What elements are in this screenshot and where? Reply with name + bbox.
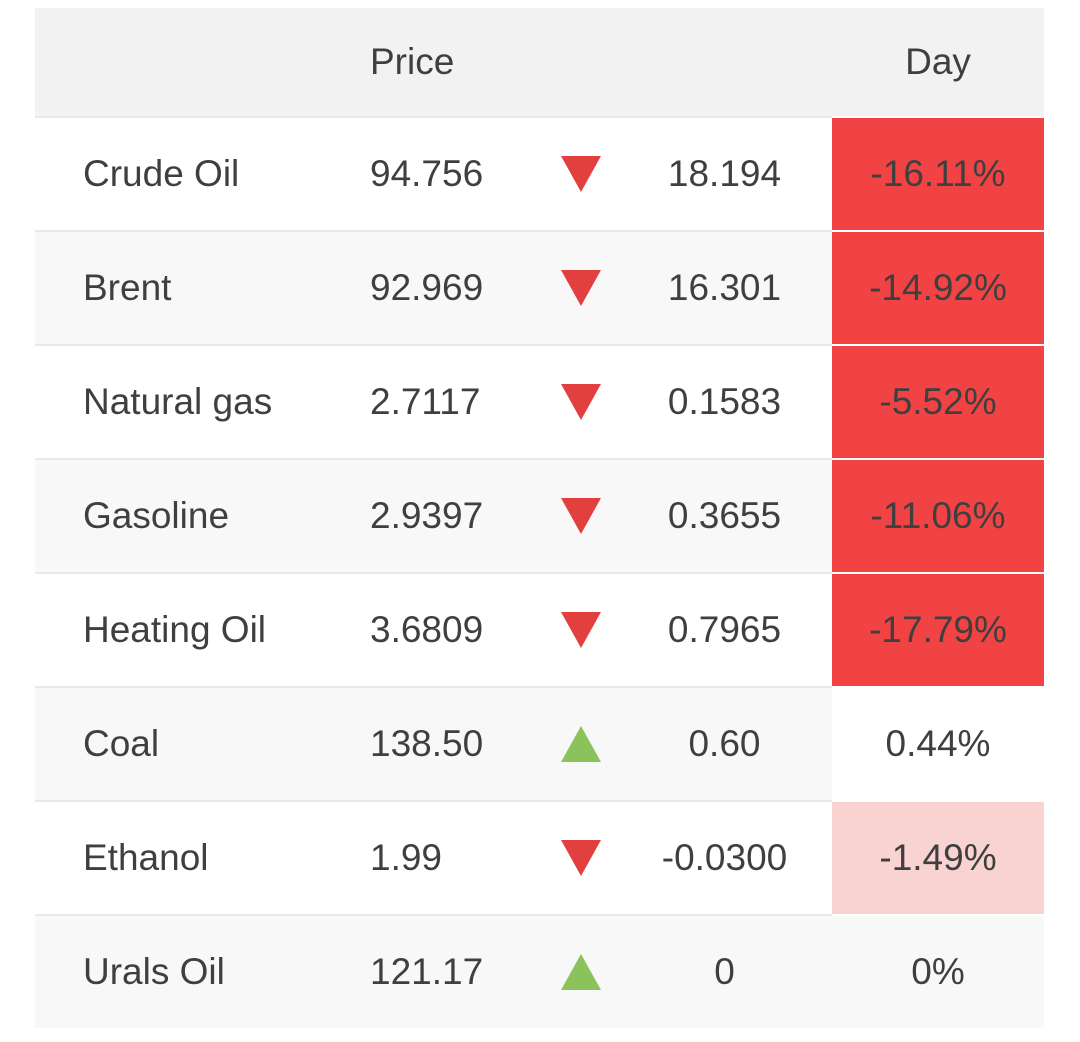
table-row-gasoline[interactable]: Gasoline 2.9397 0.3655 -11.06%: [35, 458, 1044, 572]
arrow-column-header: [545, 8, 617, 116]
commodity-name: Urals Oil: [35, 914, 370, 1028]
commodity-day-change: 18.194: [617, 116, 832, 230]
name-column-header: [35, 8, 370, 116]
arrow-cell: [545, 116, 617, 230]
triangle-up-icon: [561, 954, 601, 990]
table-row-urals-oil[interactable]: Urals Oil 121.17 0 0%: [35, 914, 1044, 1028]
arrow-cell: [545, 686, 617, 800]
commodity-day-change: 0.60: [617, 686, 832, 800]
triangle-down-icon: [561, 498, 601, 534]
table-row-ethanol[interactable]: Ethanol 1.99 -0.0300 -1.49%: [35, 800, 1044, 914]
arrow-cell: [545, 230, 617, 344]
day-column-header: Day: [905, 41, 971, 82]
commodity-day-percent: -1.49%: [832, 800, 1044, 914]
table-row-natural-gas[interactable]: Natural gas 2.7117 0.1583 -5.52%: [35, 344, 1044, 458]
arrow-cell: [545, 800, 617, 914]
commodity-day-change: 0.1583: [617, 344, 832, 458]
triangle-down-icon: [561, 156, 601, 192]
commodity-name: Crude Oil: [35, 116, 370, 230]
commodity-price: 121.17: [370, 914, 545, 1028]
triangle-down-icon: [561, 612, 601, 648]
commodity-name: Coal: [35, 686, 370, 800]
commodity-day-change: -0.0300: [617, 800, 832, 914]
commodities-page: { "table": { "headers": { "price": "Pric…: [0, 8, 1080, 1042]
triangle-down-icon: [561, 840, 601, 876]
commodity-day-change: 0.3655: [617, 458, 832, 572]
commodity-day-percent: -5.52%: [832, 344, 1044, 458]
commodity-day-percent: -16.11%: [832, 116, 1044, 230]
commodity-price: 2.9397: [370, 458, 545, 572]
arrow-cell: [545, 344, 617, 458]
commodity-name: Natural gas: [35, 344, 370, 458]
commodity-price: 92.969: [370, 230, 545, 344]
arrow-cell: [545, 914, 617, 1028]
commodity-name: Brent: [35, 230, 370, 344]
table-row-crude-oil[interactable]: Crude Oil 94.756 18.194 -16.11%: [35, 116, 1044, 230]
commodity-day-percent: 0.44%: [832, 686, 1044, 800]
commodity-price: 2.7117: [370, 344, 545, 458]
commodity-name: Gasoline: [35, 458, 370, 572]
commodity-name: Heating Oil: [35, 572, 370, 686]
commodity-day-change: 0.7965: [617, 572, 832, 686]
table-body: Crude Oil 94.756 18.194 -16.11% Brent 92…: [35, 116, 1044, 1028]
arrow-cell: [545, 572, 617, 686]
table-row-coal[interactable]: Coal 138.50 0.60 0.44%: [35, 686, 1044, 800]
commodity-day-percent: 0%: [832, 914, 1044, 1028]
table-header: Price Day: [35, 8, 1044, 116]
commodity-day-percent: -11.06%: [832, 458, 1044, 572]
commodity-price: 1.99: [370, 800, 545, 914]
arrow-cell: [545, 458, 617, 572]
commodity-day-change: 0: [617, 914, 832, 1028]
commodities-table: Price Day Crude Oil 94.756 18.194 -16.11…: [35, 8, 1044, 1028]
table-row-brent[interactable]: Brent 92.969 16.301 -14.92%: [35, 230, 1044, 344]
change-column-header: [617, 8, 832, 116]
triangle-up-icon: [561, 726, 601, 762]
commodity-name: Ethanol: [35, 800, 370, 914]
commodity-day-percent: -17.79%: [832, 572, 1044, 686]
triangle-down-icon: [561, 384, 601, 420]
commodity-price: 138.50: [370, 686, 545, 800]
commodity-day-change: 16.301: [617, 230, 832, 344]
commodity-price: 3.6809: [370, 572, 545, 686]
commodity-day-percent: -14.92%: [832, 230, 1044, 344]
price-column-header: Price: [370, 41, 455, 82]
table-row-heating-oil[interactable]: Heating Oil 3.6809 0.7965 -17.79%: [35, 572, 1044, 686]
commodity-price: 94.756: [370, 116, 545, 230]
triangle-down-icon: [561, 270, 601, 306]
